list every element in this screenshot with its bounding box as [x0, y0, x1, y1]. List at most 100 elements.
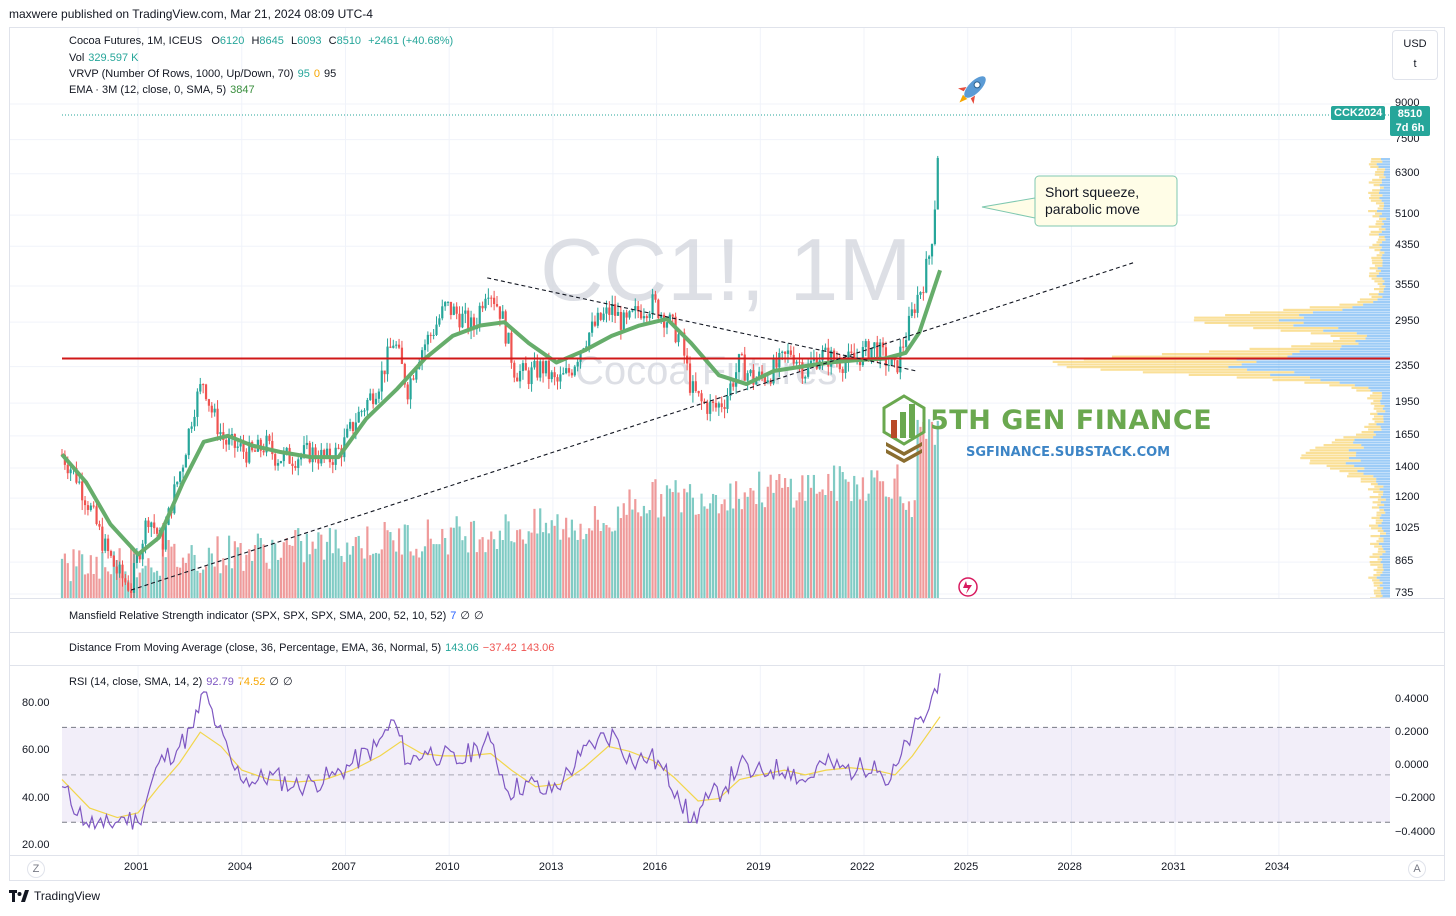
vrvp-bar-up — [1364, 425, 1381, 428]
zoom-button-left[interactable]: Z — [27, 860, 45, 878]
vrvp-bar-up — [1377, 566, 1383, 569]
vrvp-bar-down — [1378, 272, 1390, 275]
vrvp-bar-down — [1380, 402, 1390, 405]
volume-bar — [302, 562, 306, 598]
vrvp-bar-down — [1380, 399, 1390, 402]
volume-bar — [253, 545, 257, 598]
dfma-value-3: 143.06 — [520, 642, 555, 654]
vrvp-bar-up — [1375, 171, 1385, 174]
candle-body — [461, 313, 464, 328]
published-line: maxwere published on TradingView.com, Ma… — [9, 7, 373, 21]
volume-bar — [288, 544, 291, 598]
vrvp-bar-up — [1379, 217, 1387, 220]
candle-body — [717, 403, 720, 408]
vrvp-bar-up — [1376, 514, 1382, 517]
candle-body — [827, 347, 830, 367]
vrvp-bar-down — [1379, 579, 1390, 582]
candle-body — [274, 454, 277, 466]
volume-bar — [248, 549, 251, 598]
candle-body — [904, 340, 908, 347]
pane-separator[interactable] — [10, 665, 1445, 666]
candle-body — [112, 555, 115, 567]
candle-body — [409, 378, 412, 400]
volume-bar — [493, 539, 496, 598]
price-chart[interactable]: CC1!, 1M Cocoa Futures — [10, 28, 1390, 598]
candle-body — [360, 411, 363, 413]
volume-bar — [637, 512, 640, 598]
volume-bar — [760, 502, 764, 598]
candle-body — [691, 381, 695, 393]
candle-body — [749, 370, 752, 374]
candle-body — [881, 342, 885, 348]
volume-bar — [504, 514, 507, 598]
candle-body — [81, 481, 84, 501]
volume-bar — [766, 486, 769, 598]
vrvp-bar-up — [1377, 587, 1384, 590]
candle-body — [308, 442, 311, 463]
candle-body — [740, 354, 743, 356]
rsi-chart[interactable] — [10, 666, 1390, 856]
dfma-legend: Distance From Moving Average (close, 36,… — [69, 642, 554, 654]
volume-bar — [818, 491, 821, 598]
candle-body — [616, 311, 620, 316]
volume-bar — [527, 531, 530, 598]
candle-body — [596, 312, 599, 326]
volume-bar — [325, 541, 329, 598]
volume-bar — [625, 514, 628, 598]
candle-body — [544, 360, 548, 374]
vrvp-bar-up — [1371, 506, 1380, 509]
candle-body — [743, 354, 746, 381]
vrvp-bar-down — [1376, 480, 1390, 483]
volume-bar — [69, 581, 72, 598]
volume-bar — [467, 552, 470, 598]
volume-bar — [449, 527, 453, 598]
legend-symbol: Cocoa Futures, 1M, ICEUS — [69, 35, 203, 47]
candle-body — [161, 529, 164, 550]
candle-body — [642, 316, 646, 319]
dfma-tick-label: −0.4000 — [1395, 826, 1436, 838]
currency-unit-button[interactable]: USD t — [1392, 30, 1438, 80]
price-tick-label: 3550 — [1395, 278, 1420, 291]
vrvp-bar-up — [1377, 207, 1384, 210]
pane-separator[interactable] — [10, 598, 1445, 599]
volume-bar — [438, 544, 441, 598]
vrvp-bar-up — [1356, 389, 1371, 392]
vrvp-bar-down — [1356, 332, 1390, 335]
time-axis-border — [10, 855, 1445, 856]
vrvp-bar-up — [1161, 353, 1293, 356]
volume-bar — [838, 466, 841, 598]
vrvp-bar-down — [1382, 295, 1390, 298]
auto-scale-button[interactable]: A — [1408, 860, 1426, 878]
vrvp-bar-down — [1381, 178, 1390, 181]
volume-bar — [81, 554, 84, 598]
volume-bar — [412, 555, 415, 598]
volume-bar — [729, 483, 732, 598]
volume-bar — [553, 525, 556, 598]
volume-bar — [176, 566, 179, 598]
candle-body — [550, 372, 553, 380]
volume-bar — [824, 495, 827, 598]
vrvp-bar-down — [1357, 470, 1390, 473]
vrvp-bar-down — [1384, 503, 1390, 506]
volume-bar — [916, 419, 919, 598]
candle-body — [694, 381, 697, 391]
vrvp-bar-up — [1142, 371, 1295, 374]
vrvp-bar-down — [1247, 368, 1390, 371]
rsi-legend: RSI (14, close, SMA, 14, 2) 92.79 74.52 ∅ ∅ — [69, 675, 293, 688]
vrvp-bar-up — [1329, 384, 1355, 387]
candle-body — [688, 363, 692, 393]
pane-separator[interactable] — [10, 632, 1445, 633]
candle-body — [907, 315, 911, 341]
volume-bar — [893, 478, 896, 598]
volume-bar — [755, 504, 758, 598]
vrvp-bar-down — [1385, 168, 1390, 171]
volume-bar — [533, 508, 536, 598]
vrvp-bar-down — [1382, 493, 1390, 496]
candle-body — [415, 368, 418, 380]
candle-body — [132, 562, 136, 593]
vrvp-bar-up — [1377, 238, 1386, 241]
candle-body — [484, 298, 487, 309]
time-tick-label: 2010 — [435, 861, 460, 873]
vrvp-bar-down — [1377, 267, 1390, 270]
volume-bar — [616, 506, 620, 598]
